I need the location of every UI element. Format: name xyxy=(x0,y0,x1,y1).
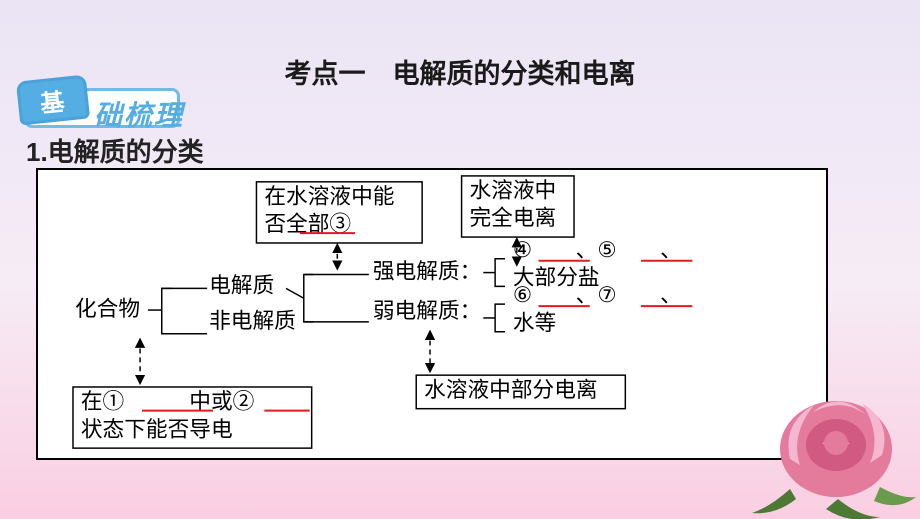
svg-text:水溶液中: 水溶液中 xyxy=(469,179,556,203)
svg-text:化合物: 化合物 xyxy=(75,297,140,321)
svg-text:状态下能否导电: 状态下能否导电 xyxy=(81,417,233,441)
svg-text:弱电解质：: 弱电解质： xyxy=(373,299,481,323)
svg-text:强电解质：: 强电解质： xyxy=(373,259,481,283)
section-badge: 基 础梳理 xyxy=(18,78,188,132)
badge-text: 础梳理 xyxy=(94,94,184,134)
svg-text:完全电离: 完全电离 xyxy=(469,206,556,230)
svg-text:非电解质: 非电解质 xyxy=(209,309,296,333)
badge-char: 基 xyxy=(38,81,68,119)
badge-front: 基 xyxy=(16,74,90,125)
section-heading: 1.电解质的分类 xyxy=(26,132,204,169)
classification-diagram: 化合物电解质非电解质强电解质：弱电解质：在水溶液中能否全部③水溶液中完全电离在①… xyxy=(36,168,828,460)
diagram-svg: 化合物电解质非电解质强电解质：弱电解质：在水溶液中能否全部③水溶液中完全电离在①… xyxy=(38,170,826,458)
svg-text:水等: 水等 xyxy=(513,311,556,335)
svg-text:在水溶液中能: 在水溶液中能 xyxy=(264,185,394,209)
svg-text:④ 、⑤ 、: ④ 、⑤ 、 xyxy=(513,238,682,262)
svg-text:电解质: 电解质 xyxy=(209,273,274,297)
svg-text:水溶液中部分电离: 水溶液中部分电离 xyxy=(424,378,598,402)
svg-text:⑥ 、⑦ 、: ⑥ 、⑦ 、 xyxy=(513,283,682,307)
